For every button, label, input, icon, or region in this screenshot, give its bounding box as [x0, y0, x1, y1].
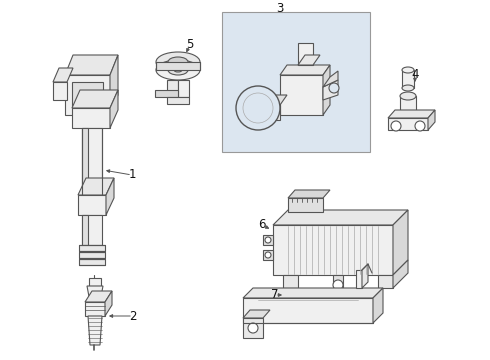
Polygon shape	[323, 65, 330, 115]
Ellipse shape	[156, 52, 200, 72]
Polygon shape	[178, 80, 189, 97]
Polygon shape	[356, 270, 362, 288]
Polygon shape	[378, 275, 393, 288]
Polygon shape	[298, 55, 320, 65]
Polygon shape	[78, 178, 114, 195]
Circle shape	[333, 280, 343, 290]
Polygon shape	[283, 275, 298, 288]
Polygon shape	[82, 215, 102, 245]
Polygon shape	[362, 264, 368, 288]
Text: 1: 1	[128, 168, 136, 181]
Polygon shape	[288, 190, 330, 198]
Polygon shape	[72, 108, 110, 128]
Polygon shape	[323, 80, 338, 100]
Circle shape	[415, 121, 425, 131]
Ellipse shape	[168, 57, 188, 67]
Text: 6: 6	[258, 219, 266, 231]
Ellipse shape	[400, 92, 416, 100]
Circle shape	[329, 83, 339, 93]
Polygon shape	[87, 286, 103, 302]
Polygon shape	[156, 62, 200, 70]
Polygon shape	[110, 55, 118, 115]
Polygon shape	[323, 71, 338, 87]
Polygon shape	[79, 259, 105, 265]
Ellipse shape	[400, 114, 416, 122]
Polygon shape	[373, 288, 383, 323]
Text: 7: 7	[271, 288, 279, 302]
Polygon shape	[280, 65, 330, 75]
Text: 4: 4	[411, 68, 419, 81]
Polygon shape	[393, 210, 408, 275]
Polygon shape	[273, 225, 393, 275]
Polygon shape	[72, 82, 103, 108]
Polygon shape	[53, 82, 67, 100]
Polygon shape	[82, 128, 88, 195]
Polygon shape	[388, 110, 435, 118]
Polygon shape	[243, 310, 270, 318]
Polygon shape	[65, 75, 110, 115]
Polygon shape	[78, 195, 106, 215]
Ellipse shape	[402, 67, 414, 73]
Polygon shape	[167, 97, 189, 104]
Polygon shape	[167, 80, 178, 97]
Polygon shape	[72, 90, 118, 108]
Ellipse shape	[402, 85, 414, 91]
Circle shape	[266, 106, 278, 118]
Circle shape	[265, 237, 271, 243]
Polygon shape	[333, 275, 343, 290]
Text: 5: 5	[186, 39, 194, 51]
Ellipse shape	[174, 68, 182, 72]
Polygon shape	[110, 90, 118, 128]
Polygon shape	[388, 118, 428, 130]
Polygon shape	[243, 318, 263, 338]
Polygon shape	[263, 235, 273, 245]
Polygon shape	[280, 75, 323, 115]
Ellipse shape	[156, 60, 200, 80]
Text: 2: 2	[129, 310, 137, 323]
Polygon shape	[79, 252, 105, 258]
Polygon shape	[263, 95, 287, 105]
Polygon shape	[79, 245, 105, 251]
Circle shape	[248, 323, 258, 333]
Text: 3: 3	[276, 1, 284, 14]
Ellipse shape	[168, 65, 188, 75]
Bar	[222, 12, 370, 152]
Polygon shape	[88, 316, 102, 345]
Polygon shape	[400, 96, 416, 118]
Polygon shape	[53, 68, 73, 82]
Circle shape	[243, 93, 273, 123]
Circle shape	[236, 86, 280, 130]
Polygon shape	[273, 210, 408, 225]
Polygon shape	[155, 90, 178, 97]
Polygon shape	[263, 105, 280, 120]
Polygon shape	[65, 55, 118, 75]
Polygon shape	[402, 70, 414, 88]
Polygon shape	[106, 178, 114, 215]
Polygon shape	[263, 250, 273, 260]
Polygon shape	[89, 278, 101, 286]
Polygon shape	[428, 110, 435, 130]
Polygon shape	[85, 302, 105, 316]
Polygon shape	[288, 198, 323, 212]
Polygon shape	[243, 288, 383, 298]
Polygon shape	[393, 260, 408, 288]
Polygon shape	[243, 298, 373, 323]
Circle shape	[391, 121, 401, 131]
Circle shape	[265, 252, 271, 258]
Polygon shape	[298, 43, 313, 65]
Polygon shape	[85, 291, 112, 302]
Polygon shape	[82, 128, 102, 195]
Polygon shape	[105, 291, 112, 316]
Polygon shape	[82, 215, 88, 245]
